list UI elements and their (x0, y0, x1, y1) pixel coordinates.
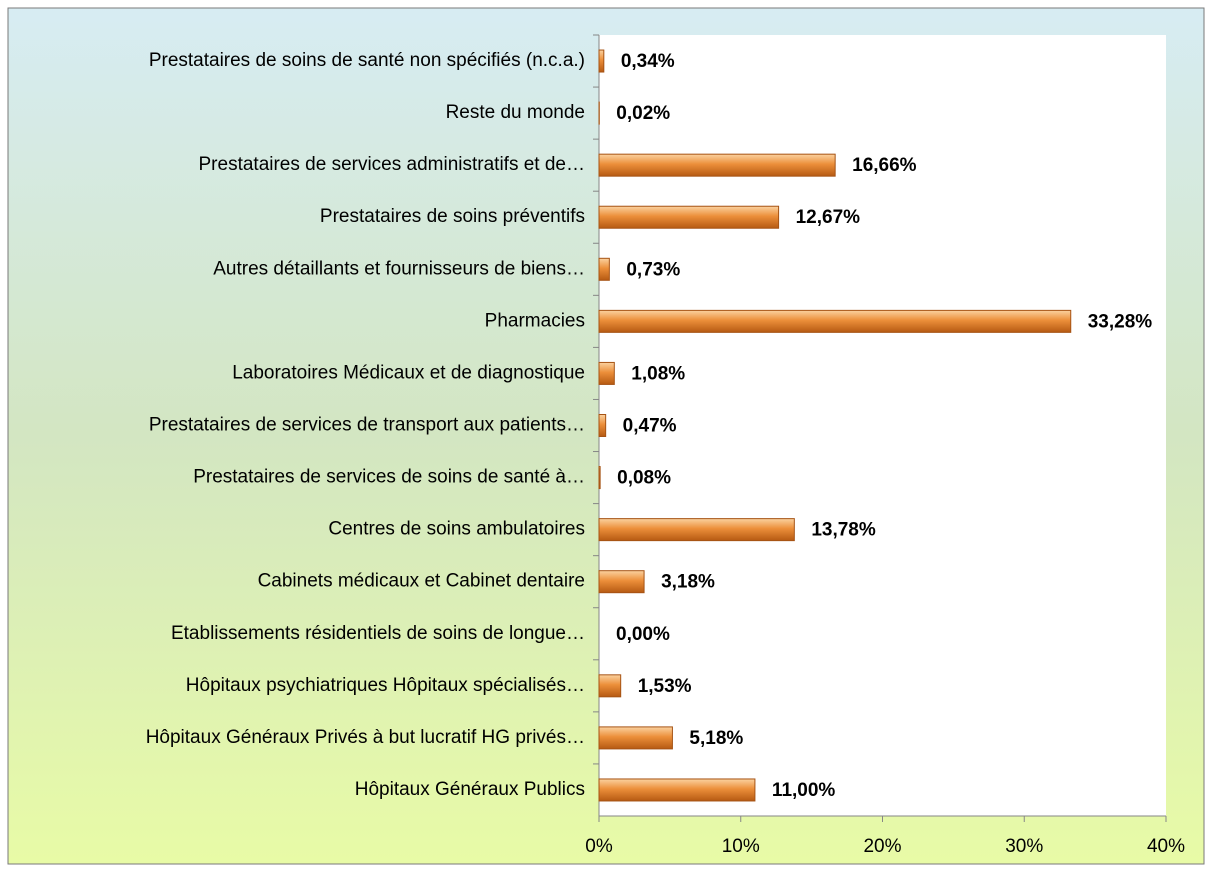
x-tick-label: 40% (1147, 836, 1185, 857)
y-tick-label: Laboratoires Médicaux et de diagnostique (232, 362, 585, 383)
x-tick-label: 30% (1005, 836, 1043, 857)
value-label: 5,18% (689, 728, 743, 749)
y-tick-label: Autres détaillants et fournisseurs de bi… (213, 258, 585, 279)
bar (598, 153, 836, 177)
value-label: 0,73% (626, 259, 680, 280)
y-tick-label: Prestataires de services de soins de san… (193, 467, 585, 488)
x-tick-label: 10% (722, 836, 760, 857)
value-label: 0,08% (617, 468, 671, 489)
bar (598, 414, 607, 437)
y-tick-label: Pharmacies (485, 310, 585, 331)
y-tick-label: Reste du monde (446, 102, 585, 123)
bar (598, 309, 1072, 333)
y-tick-label: Hôpitaux Généraux Publics (355, 779, 585, 800)
y-tick-label: Prestataires de soins préventifs (320, 206, 585, 227)
bar (598, 726, 673, 750)
value-label: 0,34% (621, 51, 675, 72)
bar (598, 361, 615, 385)
value-label: 16,66% (852, 155, 917, 176)
value-label: 0,00% (616, 624, 670, 645)
value-label: 1,53% (638, 676, 692, 697)
value-label: 11,00% (772, 780, 835, 801)
x-tick-label: 20% (863, 836, 901, 857)
value-label: 1,08% (631, 363, 685, 384)
y-tick-label: Centres de soins ambulatoires (328, 519, 585, 540)
plot-area (599, 35, 1166, 816)
x-tick-label: 0% (585, 836, 613, 857)
y-tick-label: Etablissements résidentiels de soins de … (171, 623, 585, 644)
y-tick-label: Hôpitaux Généraux Privés à but lucratif … (146, 727, 585, 748)
y-tick-label: Prestataires de services de transport au… (149, 415, 585, 436)
bar (598, 257, 610, 281)
y-tick-label: Hôpitaux psychiatriques Hôpitaux spécial… (186, 675, 585, 696)
y-tick-label: Prestataires de soins de santé non spéci… (149, 50, 585, 71)
bar (598, 778, 756, 802)
bar (598, 674, 622, 698)
y-tick-label: Prestataires de services administratifs … (199, 154, 586, 175)
value-label: 0,02% (616, 103, 670, 124)
value-label: 12,67% (796, 207, 861, 228)
value-label: 0,47% (623, 416, 677, 437)
bar (598, 49, 605, 73)
y-tick-label: Cabinets médicaux et Cabinet dentaire (258, 571, 585, 592)
bar (598, 570, 645, 594)
value-label: 33,28% (1088, 311, 1153, 332)
value-label: 3,18% (661, 572, 715, 593)
bar (598, 518, 795, 542)
bar (598, 466, 601, 490)
value-label: 13,78% (811, 520, 876, 541)
bar (598, 205, 780, 229)
